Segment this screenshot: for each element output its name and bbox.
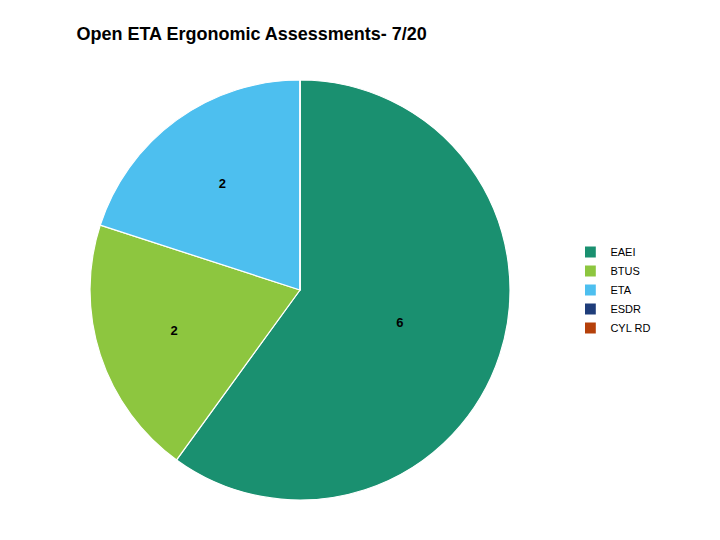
svg-text:2: 2 bbox=[219, 176, 226, 191]
svg-text:Open ETA Ergonomic Assessments: Open ETA Ergonomic Assessments- 7/20 bbox=[76, 24, 426, 44]
svg-text:ESDR: ESDR bbox=[610, 303, 641, 315]
svg-text:ETA: ETA bbox=[610, 284, 631, 296]
svg-text:BTUS: BTUS bbox=[610, 265, 639, 277]
svg-text:2: 2 bbox=[171, 323, 178, 338]
svg-text:EAEI: EAEI bbox=[610, 246, 635, 258]
svg-text:6: 6 bbox=[396, 315, 403, 330]
svg-text:CYL RD: CYL RD bbox=[610, 322, 650, 334]
